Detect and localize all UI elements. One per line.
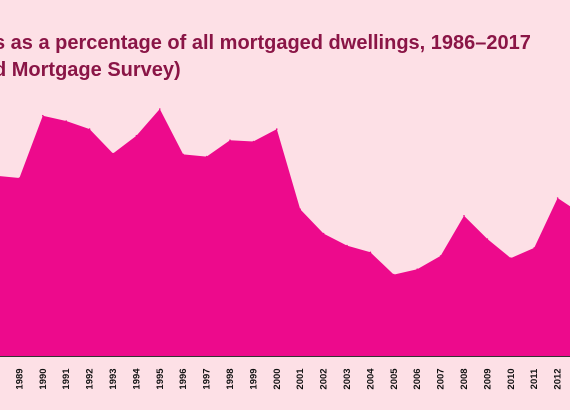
x-tick-label: 1990 bbox=[38, 368, 49, 389]
x-tick-label: 1999 bbox=[248, 368, 259, 389]
area-series bbox=[0, 109, 570, 356]
x-tick-label: 2000 bbox=[272, 368, 283, 389]
data-point bbox=[533, 247, 535, 249]
data-point bbox=[112, 152, 114, 155]
x-tick-label: 2012 bbox=[553, 368, 564, 389]
x-tick-label: 1997 bbox=[202, 368, 213, 389]
x-tick-label: 2003 bbox=[342, 368, 353, 389]
data-point bbox=[205, 155, 208, 158]
data-point bbox=[346, 244, 348, 247]
x-tick-label: 1992 bbox=[85, 368, 96, 389]
x-tick-label: 2001 bbox=[295, 368, 306, 390]
data-point bbox=[369, 251, 372, 254]
plot-area bbox=[0, 108, 570, 357]
data-point bbox=[182, 153, 184, 156]
data-point bbox=[135, 134, 138, 137]
data-point bbox=[556, 197, 559, 199]
data-point bbox=[252, 140, 255, 143]
data-point bbox=[439, 255, 442, 257]
x-tick-label: 1994 bbox=[131, 368, 142, 390]
data-point bbox=[42, 114, 44, 117]
data-point bbox=[510, 257, 512, 259]
data-point bbox=[416, 268, 419, 271]
data-point bbox=[159, 108, 161, 110]
x-tick-label: 1988 bbox=[0, 368, 2, 389]
data-point bbox=[229, 139, 231, 141]
x-tick-label: 2004 bbox=[365, 368, 376, 390]
x-tick-label: 1993 bbox=[108, 368, 119, 389]
x-tick-label: 2002 bbox=[319, 368, 330, 389]
data-point bbox=[322, 232, 325, 235]
x-tick-label: 1991 bbox=[61, 368, 72, 390]
data-point bbox=[463, 215, 465, 217]
data-point bbox=[18, 177, 21, 179]
x-tick-label: 1998 bbox=[225, 368, 236, 389]
chart-subtitle: d Mortgage Survey) bbox=[0, 59, 181, 81]
chart-title: s as a percentage of all mortgaged dwell… bbox=[0, 32, 531, 54]
chart-title-block: s as a percentage of all mortgaged dwell… bbox=[0, 30, 570, 90]
data-point bbox=[299, 208, 302, 210]
x-axis-ticks: 1988 1989 1990 1991 1992 1993 1994 1995 1996 1997… bbox=[0, 368, 564, 390]
x-tick-label: 2010 bbox=[506, 368, 517, 389]
x-tick-label: 2009 bbox=[482, 368, 493, 389]
x-tick-label: 1996 bbox=[178, 368, 189, 389]
x-tick-label: 2011 bbox=[529, 368, 540, 389]
data-point bbox=[393, 273, 395, 276]
data-point bbox=[276, 128, 278, 130]
data-point bbox=[65, 120, 67, 122]
x-tick-label: 2006 bbox=[412, 368, 423, 389]
data-point bbox=[88, 128, 91, 130]
x-tick-label: 2007 bbox=[436, 368, 447, 389]
x-tick-label: 1995 bbox=[155, 368, 166, 390]
x-tick-label: 2008 bbox=[459, 368, 470, 389]
x-tick-label: 1989 bbox=[14, 368, 25, 389]
x-tick-label: 2005 bbox=[389, 368, 400, 390]
data-point bbox=[486, 238, 489, 240]
